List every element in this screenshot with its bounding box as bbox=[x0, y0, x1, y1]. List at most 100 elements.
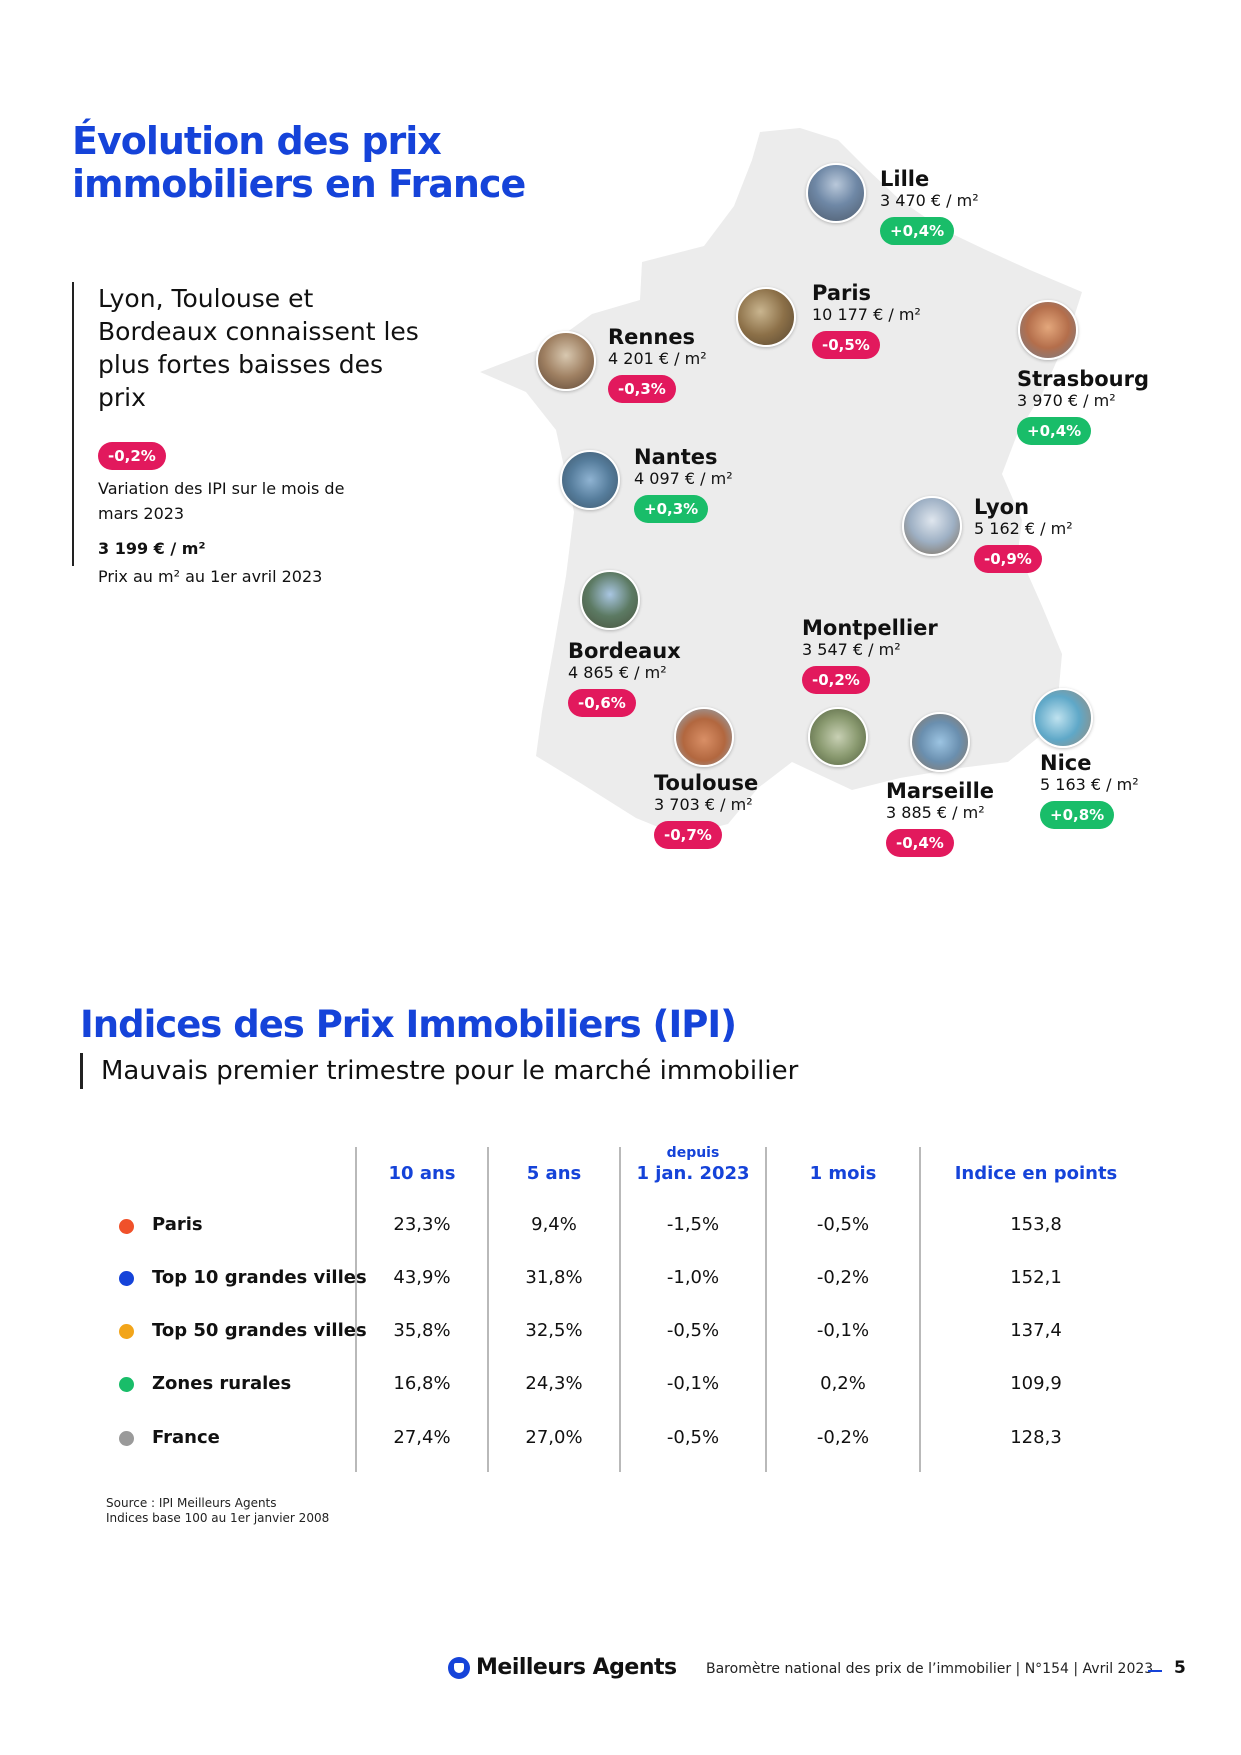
city-name: Marseille bbox=[886, 780, 994, 802]
city-name: Bordeaux bbox=[568, 640, 681, 662]
city-price: 3 547 € / m² bbox=[802, 639, 938, 660]
city-change-badge: +0,4% bbox=[880, 217, 954, 245]
city-price: 4 097 € / m² bbox=[634, 468, 733, 489]
city-name: Lyon bbox=[974, 496, 1073, 518]
city-label-lyon: Lyon 5 162 € / m² -0,9% bbox=[974, 496, 1073, 573]
montpellier-photo bbox=[808, 707, 868, 767]
marseille-photo bbox=[910, 712, 970, 772]
table-cell: -0,1% bbox=[767, 1320, 919, 1341]
city-label-strasbourg: Strasbourg 3 970 € / m² +0,4% bbox=[1017, 368, 1149, 445]
row-dot-top50 bbox=[119, 1324, 134, 1339]
column-divider bbox=[619, 1147, 621, 1472]
column-header-label: 5 ans bbox=[527, 1163, 581, 1184]
city-name: Lille bbox=[880, 168, 979, 190]
table-cell: -0,5% bbox=[621, 1320, 765, 1341]
column-divider bbox=[487, 1147, 489, 1472]
source-note: Source : IPI Meilleurs Agents Indices ba… bbox=[106, 1496, 329, 1526]
city-label-toulouse: Toulouse 3 703 € / m² -0,7% bbox=[654, 772, 758, 849]
table-cell: 152,1 bbox=[921, 1267, 1151, 1288]
source-line-1: Source : IPI Meilleurs Agents bbox=[106, 1496, 329, 1511]
city-price: 5 163 € / m² bbox=[1040, 774, 1139, 795]
city-name: Nice bbox=[1040, 752, 1139, 774]
brand-logo: Meilleurs Agents bbox=[448, 1655, 677, 1680]
table-cell: 32,5% bbox=[489, 1320, 619, 1341]
column-header-indice: Indice en points bbox=[921, 1162, 1151, 1186]
toulouse-photo bbox=[674, 707, 734, 767]
strasbourg-photo bbox=[1018, 300, 1078, 360]
city-label-rennes: Rennes 4 201 € / m² -0,3% bbox=[608, 326, 707, 403]
city-price: 4 201 € / m² bbox=[608, 348, 707, 369]
city-change-badge: -0,4% bbox=[886, 829, 954, 857]
footer-dash bbox=[1148, 1670, 1162, 1672]
table-cell: 16,8% bbox=[357, 1373, 487, 1394]
column-divider bbox=[355, 1147, 357, 1472]
row-dot-rural bbox=[119, 1377, 134, 1392]
paris-photo bbox=[736, 287, 796, 347]
table-cell: 137,4 bbox=[921, 1320, 1151, 1341]
column-divider bbox=[765, 1147, 767, 1472]
row-label-top50: Top 50 grandes villes bbox=[152, 1320, 367, 1341]
row-label-paris: Paris bbox=[152, 1214, 203, 1235]
table-cell: 128,3 bbox=[921, 1427, 1151, 1448]
table-cell: 35,8% bbox=[357, 1320, 487, 1341]
column-header-since-jan: depuis 1 jan. 2023 bbox=[621, 1144, 765, 1186]
table-cell: 9,4% bbox=[489, 1214, 619, 1235]
publication-info: Baromètre national des prix de l’immobil… bbox=[706, 1661, 1153, 1677]
brand-name: Meilleurs Agents bbox=[476, 1655, 677, 1680]
city-label-paris: Paris 10 177 € / m² -0,5% bbox=[812, 282, 921, 359]
city-name: Nantes bbox=[634, 446, 733, 468]
city-label-marseille: Marseille 3 885 € / m² -0,4% bbox=[886, 780, 994, 857]
table-cell: 27,4% bbox=[357, 1427, 487, 1448]
city-label-bordeaux: Bordeaux 4 865 € / m² -0,6% bbox=[568, 640, 681, 717]
city-change-badge: +0,3% bbox=[634, 495, 708, 523]
table-cell: 23,3% bbox=[357, 1214, 487, 1235]
city-name: Paris bbox=[812, 282, 921, 304]
city-change-badge: -0,6% bbox=[568, 689, 636, 717]
city-change-badge: +0,4% bbox=[1017, 417, 1091, 445]
city-label-nice: Nice 5 163 € / m² +0,8% bbox=[1040, 752, 1139, 829]
city-price: 4 865 € / m² bbox=[568, 662, 681, 683]
page-number: 5 bbox=[1174, 1658, 1186, 1678]
table-cell: 24,3% bbox=[489, 1373, 619, 1394]
row-dot-top10 bbox=[119, 1271, 134, 1286]
column-header-1-mois: 1 mois bbox=[767, 1162, 919, 1186]
row-dot-paris bbox=[119, 1219, 134, 1234]
city-name: Toulouse bbox=[654, 772, 758, 794]
row-label-rural: Zones rurales bbox=[152, 1373, 291, 1394]
ipi-subtitle: Mauvais premier trimestre pour le marché… bbox=[80, 1053, 798, 1089]
city-price: 10 177 € / m² bbox=[812, 304, 921, 325]
column-header-label: Indice en points bbox=[955, 1163, 1118, 1184]
city-name: Strasbourg bbox=[1017, 368, 1149, 390]
lyon-photo bbox=[902, 496, 962, 556]
lille-photo bbox=[806, 163, 866, 223]
column-divider bbox=[919, 1147, 921, 1472]
city-price: 3 703 € / m² bbox=[654, 794, 758, 815]
table-cell: 0,2% bbox=[767, 1373, 919, 1394]
row-dot-france bbox=[119, 1431, 134, 1446]
column-header-label: 1 mois bbox=[810, 1163, 877, 1184]
city-price: 5 162 € / m² bbox=[974, 518, 1073, 539]
row-label-top10: Top 10 grandes villes bbox=[152, 1267, 367, 1288]
table-cell: 31,8% bbox=[489, 1267, 619, 1288]
column-header-label: 10 ans bbox=[389, 1163, 456, 1184]
ipi-title: Indices des Prix Immobiliers (IPI) bbox=[80, 1003, 736, 1046]
city-label-nantes: Nantes 4 097 € / m² +0,3% bbox=[634, 446, 733, 523]
city-price: 3 885 € / m² bbox=[886, 802, 994, 823]
nantes-photo bbox=[560, 450, 620, 510]
table-cell: -0,2% bbox=[767, 1427, 919, 1448]
table-cell: -1,0% bbox=[621, 1267, 765, 1288]
table-cell: 27,0% bbox=[489, 1427, 619, 1448]
city-label-lille: Lille 3 470 € / m² +0,4% bbox=[880, 168, 979, 245]
column-header-5-ans: 5 ans bbox=[489, 1162, 619, 1186]
city-change-badge: -0,7% bbox=[654, 821, 722, 849]
city-price: 3 970 € / m² bbox=[1017, 390, 1149, 411]
row-label-france: France bbox=[152, 1427, 220, 1448]
city-change-badge: +0,8% bbox=[1040, 801, 1114, 829]
house-icon bbox=[448, 1657, 470, 1679]
table-cell: -0,5% bbox=[621, 1427, 765, 1448]
table-cell: -0,2% bbox=[767, 1267, 919, 1288]
bordeaux-photo bbox=[580, 570, 640, 630]
column-header-small: depuis bbox=[621, 1144, 765, 1162]
column-header-10-ans: 10 ans bbox=[357, 1162, 487, 1186]
city-change-badge: -0,9% bbox=[974, 545, 1042, 573]
